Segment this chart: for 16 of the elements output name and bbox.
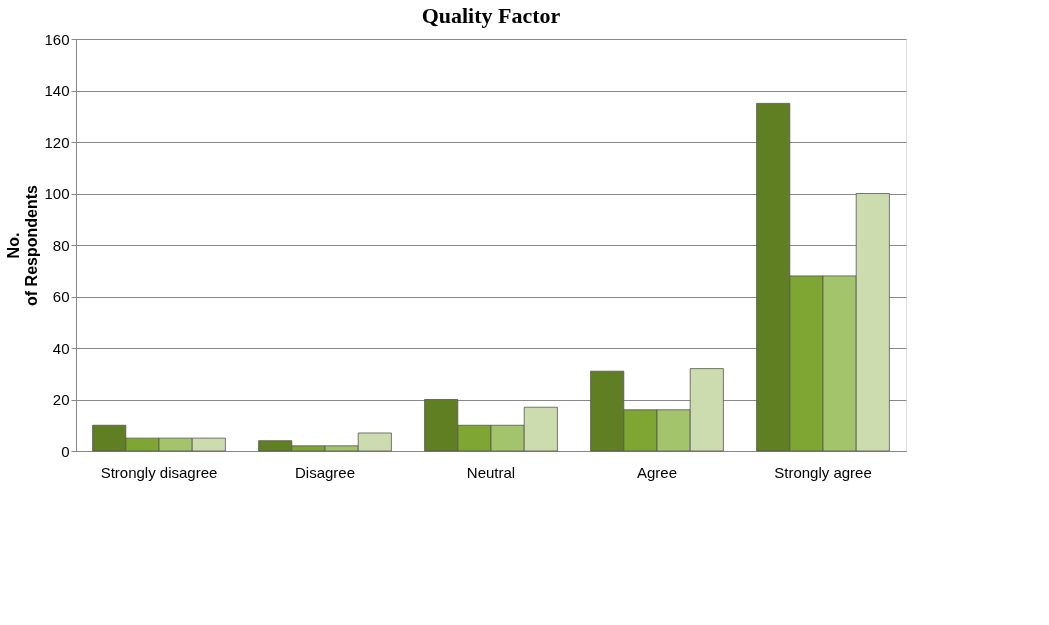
x-tick-label: Strongly agree — [774, 463, 872, 481]
y-tick-label: 20 — [52, 391, 70, 408]
y-axis-title: No. of Respondents — [5, 184, 41, 306]
x-tick-label: Disagree — [294, 463, 356, 481]
y-tick-label: 120 — [44, 133, 70, 151]
y-tick-label: 40 — [52, 339, 70, 357]
y-tick-label: 60 — [52, 288, 70, 305]
y-tick-label: 80 — [52, 236, 70, 254]
x-tick-label: Agree — [636, 463, 678, 481]
y-tick-label: 0 — [61, 442, 70, 460]
y-tick-label: 160 — [44, 30, 70, 48]
chart-title: Quality Factor — [421, 3, 561, 28]
x-tick-label: Strongly disagree — [100, 463, 218, 481]
y-tick-label: 140 — [44, 82, 70, 99]
x-tick-label: Neutral — [466, 463, 516, 481]
y-tick-label: 100 — [44, 185, 70, 202]
